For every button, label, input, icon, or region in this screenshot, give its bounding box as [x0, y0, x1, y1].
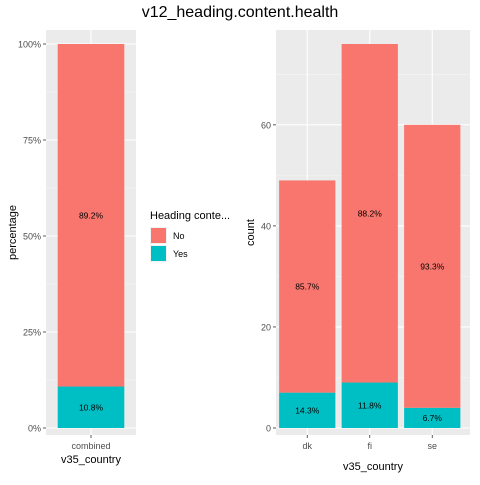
- x-tick-label-left: combined: [71, 441, 110, 451]
- y-axis-title-right: count: [245, 219, 257, 246]
- data-label-left-combined-yes: 10.8%: [79, 402, 104, 412]
- legend-label-no: No: [173, 231, 185, 241]
- bar-right-dk-no: [279, 180, 336, 393]
- x-axis-title-left: v35_country: [61, 454, 121, 466]
- legend-title: Heading conte...: [150, 210, 230, 222]
- y-tick-label-right: 0: [266, 424, 271, 434]
- data-label-right-se-no: 93.3%: [420, 261, 445, 271]
- y-tick-label-left: 75%: [23, 136, 41, 146]
- x-tick-label-right: dk: [302, 441, 312, 451]
- bar-left-combined-yes: [57, 386, 125, 428]
- bar-right-fi-no: [341, 44, 398, 383]
- bar-left-combined-no: [57, 44, 125, 387]
- y-tick-label-right: 40: [261, 221, 271, 231]
- y-tick-label-right: 20: [261, 322, 271, 332]
- x-axis-title-right: v35_country: [343, 461, 403, 473]
- bar-right-se-yes: [404, 407, 461, 428]
- x-tick-label-right: fi: [368, 441, 373, 451]
- y-axis-title-left: percentage: [7, 205, 19, 260]
- bar-right-dk-yes: [279, 392, 336, 428]
- data-label-right-dk-yes: 14.3%: [295, 405, 320, 415]
- data-label-right-se-yes: 6.7%: [423, 413, 443, 423]
- y-tick-label-right: 60: [261, 120, 271, 130]
- y-tick-label-left: 25%: [23, 328, 41, 338]
- y-tick-label-left: 0%: [28, 424, 41, 434]
- chart-title: v12_heading.content.health: [142, 4, 339, 21]
- legend: Heading conte... No Yes: [150, 210, 230, 262]
- y-tick-label-left: 50%: [23, 232, 41, 242]
- bar-right-fi-yes: [341, 382, 398, 428]
- data-label-left-combined-no: 89.2%: [79, 210, 104, 220]
- bar-right-se-no: [404, 124, 461, 408]
- legend-key-yes: [151, 246, 166, 261]
- data-label-right-fi-no: 88.2%: [358, 208, 383, 218]
- y-tick-label-left: 100%: [18, 40, 41, 50]
- legend-key-no: [151, 228, 166, 243]
- x-tick-label-right: se: [427, 441, 437, 451]
- legend-label-yes: Yes: [173, 249, 188, 259]
- data-label-right-dk-no: 85.7%: [295, 282, 320, 292]
- data-label-right-fi-yes: 11.8%: [358, 400, 382, 410]
